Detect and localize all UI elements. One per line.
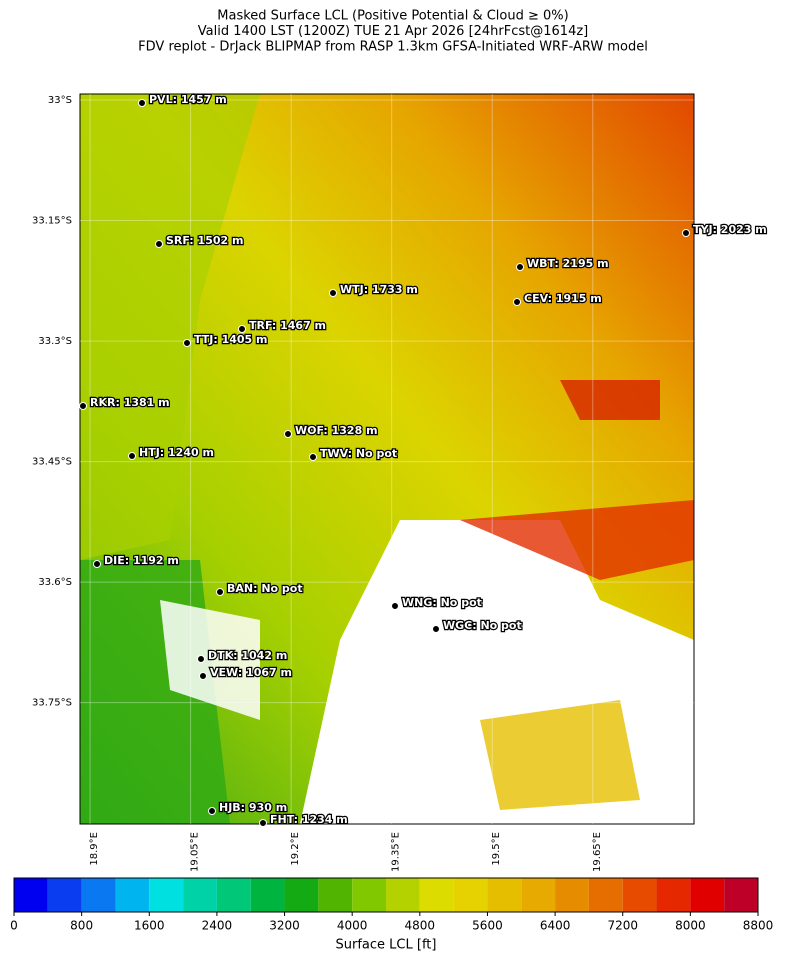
y-tick-label: 33°S — [48, 95, 72, 106]
station-label: WBT: 2195 m — [527, 257, 609, 270]
colorbar-tick-label: 7200 — [607, 919, 638, 933]
colorbar-segment — [453, 878, 488, 912]
station-label: BAN: No pot — [227, 582, 303, 595]
colorbar-segment — [386, 878, 420, 912]
station-marker — [183, 339, 191, 347]
station-marker — [138, 99, 146, 107]
colorbar-tick-label: 8000 — [675, 919, 706, 933]
x-tick-label: 19.2°E — [290, 832, 301, 866]
colorbar-tick-label: 2400 — [202, 919, 233, 933]
colorbar-segment — [352, 878, 386, 912]
station-marker — [516, 263, 524, 271]
colorbar-segment — [250, 878, 285, 912]
colorbar-segment — [724, 878, 758, 912]
station-label: TWV: No pot — [320, 447, 397, 460]
station-label: VEW: 1067 m — [210, 666, 292, 679]
colorbar-segment — [555, 878, 589, 912]
station-label: WOF: 1328 m — [295, 424, 378, 437]
y-tick-label: 33.75°S — [32, 698, 72, 709]
station-label: WNG: No pot — [402, 596, 482, 609]
station-label: PVL: 1457 m — [149, 93, 227, 106]
station-label: TRF: 1467 m — [249, 319, 326, 332]
x-tick-label: 18.9°E — [89, 832, 100, 866]
colorbar-segment — [81, 878, 116, 912]
colorbar-tick-label: 6400 — [540, 919, 571, 933]
colorbar-segment — [419, 878, 454, 912]
colorbar-tick-label: 8800 — [743, 919, 774, 933]
station-marker — [284, 430, 292, 438]
station-marker — [259, 819, 267, 827]
station-label: DIE: 1192 m — [104, 554, 179, 567]
station-label: DTK: 1042 m — [208, 649, 287, 662]
colorbar-segment — [487, 878, 522, 912]
colorbar-tick-label: 1600 — [134, 919, 165, 933]
y-tick-label: 33.15°S — [32, 216, 72, 227]
station-marker — [432, 625, 440, 633]
station-marker — [79, 402, 87, 410]
station-marker — [128, 452, 136, 460]
x-tick-label: 19.65°E — [592, 832, 603, 872]
y-tick-label: 33.45°S — [32, 457, 72, 468]
x-tick-label: 19.35°E — [391, 832, 402, 872]
y-tick-label: 33.3°S — [38, 336, 72, 347]
station-label: HJB: 930 m — [219, 801, 287, 814]
colorbar-segment — [284, 878, 319, 912]
station-label: FHT: 1234 m — [270, 813, 348, 826]
station-label: WTJ: 1733 m — [340, 283, 418, 296]
colorbar-segment — [149, 878, 184, 912]
y-tick-label: 33.6°S — [38, 577, 72, 588]
title-line: Valid 1400 LST (1200Z) TUE 21 Apr 2026 [… — [198, 24, 589, 39]
colorbar-tick-label: 5600 — [472, 919, 503, 933]
colorbar-segment — [622, 878, 657, 912]
station-marker — [682, 229, 690, 237]
colorbar-tick-label: 4000 — [337, 919, 368, 933]
x-tick-label: 19.05°E — [190, 832, 201, 872]
colorbar-tick-label: 0 — [10, 919, 18, 933]
colorbar-segment — [588, 878, 623, 912]
station-marker — [216, 588, 224, 596]
station-label: HTJ: 1240 m — [139, 446, 214, 459]
station-label: TTJ: 1405 m — [194, 333, 268, 346]
station-marker — [93, 560, 101, 568]
station-marker — [199, 672, 207, 680]
colorbar-segment — [690, 878, 725, 912]
colorbar-segment — [47, 878, 82, 912]
station-label: RKR: 1381 m — [90, 396, 170, 409]
colorbar-segment — [183, 878, 217, 912]
station-marker — [309, 453, 317, 461]
station-marker — [513, 298, 521, 306]
title-line: FDV replot - DrJack BLIPMAP from RASP 1.… — [138, 40, 648, 55]
colorbar-frame — [13, 877, 759, 913]
station-marker — [197, 655, 205, 663]
colorbar-tick-label: 800 — [70, 919, 93, 933]
title-line: Masked Surface LCL (Positive Potential &… — [217, 9, 568, 24]
colorbar-segment — [318, 878, 353, 912]
colorbar-segment — [14, 878, 48, 912]
station-marker — [329, 289, 337, 297]
station-marker — [208, 807, 216, 815]
colorbar-segment — [656, 878, 691, 912]
station-label: SRF: 1502 m — [166, 234, 243, 247]
station-label: TYJ: 2023 m — [693, 223, 767, 236]
colorbar-tick-label: 3200 — [269, 919, 300, 933]
station-label: WGC: No pot — [443, 619, 522, 632]
station-label: CEV: 1915 m — [524, 292, 602, 305]
station-marker — [155, 240, 163, 248]
x-tick-label: 19.5°E — [491, 832, 502, 866]
station-marker — [238, 325, 246, 333]
map-raster — [79, 93, 695, 825]
colorbar-segment — [216, 878, 251, 912]
station-marker — [391, 602, 399, 610]
colorbar-tick-label: 4800 — [405, 919, 436, 933]
colorbar-label: Surface LCL [ft] — [336, 938, 437, 953]
colorbar-segment — [521, 878, 556, 912]
colorbar-segment — [115, 878, 150, 912]
